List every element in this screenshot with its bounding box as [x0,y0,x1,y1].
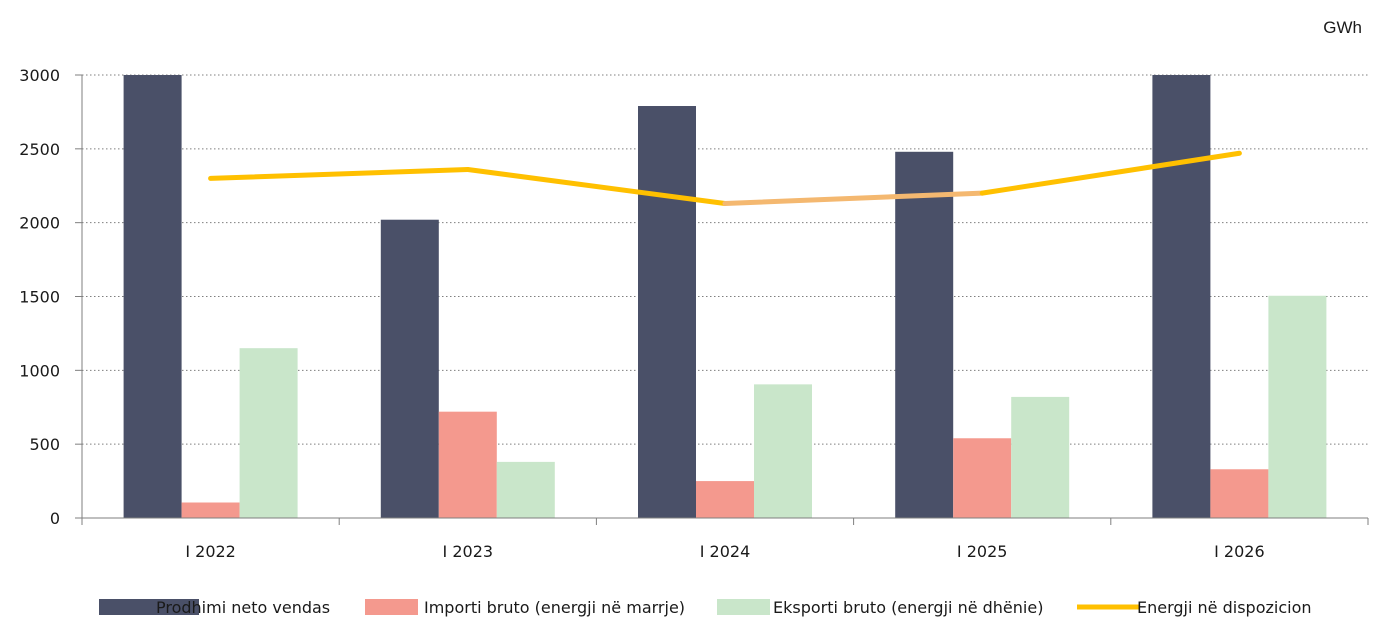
legend-label: Energji në dispozicion [1137,598,1312,617]
y-tick-label: 1000 [19,361,60,380]
x-tick-label: I 2025 [957,542,1008,561]
bar [1011,396,1070,518]
bar [638,106,696,518]
x-tick-label: I 2022 [185,542,236,561]
legend-swatch [99,599,199,615]
bar [239,348,298,518]
unit-label: GWh [1323,18,1362,37]
bar [754,384,812,518]
energy-line [208,150,1242,206]
legend-label: Prodhimi neto vendas [156,598,330,617]
legend-label: Eksporti bruto (energji në dhënie) [773,598,1043,617]
y-tick-label: 0 [50,509,60,528]
y-tick-label: 1500 [19,288,60,307]
x-tick-label: I 2023 [443,542,494,561]
bar [123,75,182,518]
bar [1210,469,1269,518]
bar [895,151,954,518]
x-tick-label: I 2026 [1214,542,1265,561]
bar [1268,295,1327,518]
legend-swatch [365,599,418,615]
line-segment [979,150,1242,196]
y-tick-label: 2000 [19,214,60,233]
bar [953,438,1012,518]
line-segment [465,167,728,206]
line-segment [722,190,985,206]
bars [123,75,1327,519]
y-tick-label: 3000 [19,66,60,85]
axes: 0 500 1000 1500 2000 2500 3000 I 2022 I 2023 I 20… [19,66,1369,561]
y-tick-label: 2500 [19,140,60,159]
bar [181,502,240,518]
legend-label: Importi bruto (energji në marrje) [424,598,685,617]
legend-swatch [717,599,770,615]
bar [496,461,555,518]
y-tick-label: 500 [29,435,60,454]
bar [1152,75,1211,518]
bar [696,481,754,518]
x-tick-label: I 2024 [700,542,751,561]
legend: Prodhimi neto vendas Importi bruto (energ… [99,598,1312,617]
bar [380,219,439,519]
line-segment [208,167,471,181]
bar [438,411,497,518]
